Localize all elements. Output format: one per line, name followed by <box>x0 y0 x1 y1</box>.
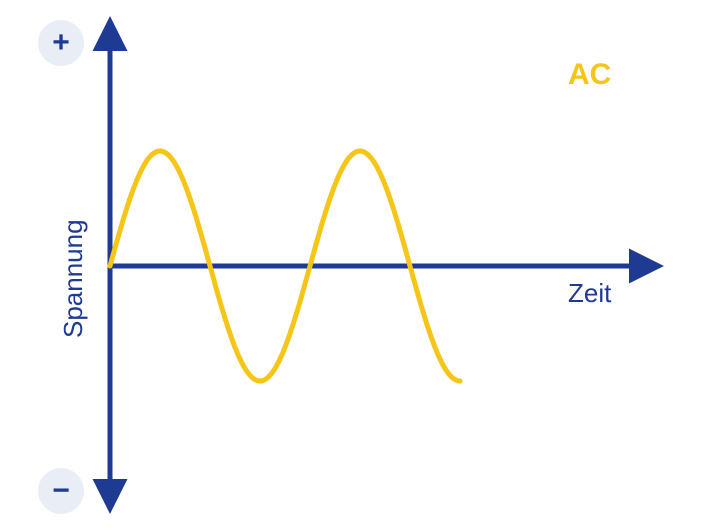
y-axis-label: Spannung <box>58 219 89 338</box>
plus-badge-text: + <box>52 26 70 60</box>
chart-title: AC <box>568 58 611 92</box>
x-axis-label: Zeit <box>568 278 611 309</box>
minus-badge: − <box>38 468 84 514</box>
chart-canvas: + − AC Zeit Spannung <box>0 0 710 532</box>
minus-badge-text: − <box>52 474 70 508</box>
plus-badge: + <box>38 20 84 66</box>
